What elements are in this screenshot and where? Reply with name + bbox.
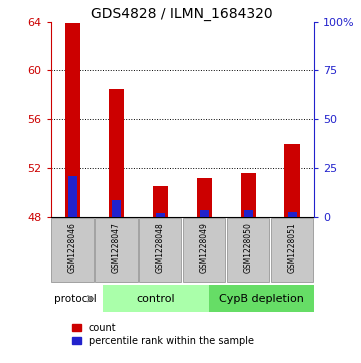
Bar — [153, 186, 168, 217]
Legend: count, percentile rank within the sample: count, percentile rank within the sample — [69, 319, 258, 350]
Bar — [51, 218, 93, 282]
Bar — [183, 218, 225, 282]
Text: protocol: protocol — [54, 294, 97, 304]
Bar — [112, 200, 121, 217]
Bar — [244, 210, 253, 217]
Bar — [197, 178, 212, 217]
Title: GDS4828 / ILMN_1684320: GDS4828 / ILMN_1684320 — [91, 7, 273, 21]
Bar — [227, 218, 269, 282]
Bar — [209, 285, 314, 313]
Text: GSM1228051: GSM1228051 — [288, 222, 297, 273]
Bar — [65, 23, 80, 217]
Bar — [95, 218, 138, 282]
Bar — [139, 218, 182, 282]
Bar — [284, 143, 300, 217]
Text: GSM1228046: GSM1228046 — [68, 222, 77, 273]
Text: GSM1228050: GSM1228050 — [244, 222, 253, 273]
Bar — [200, 210, 209, 217]
Bar — [109, 89, 124, 217]
Bar — [271, 218, 313, 282]
Text: control: control — [137, 294, 175, 304]
Bar — [240, 173, 256, 217]
Bar — [103, 285, 209, 313]
Text: GSM1228047: GSM1228047 — [112, 222, 121, 273]
Text: CypB depletion: CypB depletion — [219, 294, 304, 304]
Text: GSM1228048: GSM1228048 — [156, 222, 165, 273]
Bar — [288, 212, 296, 217]
Bar — [68, 176, 77, 217]
Text: GSM1228049: GSM1228049 — [200, 222, 209, 273]
Bar — [156, 213, 165, 217]
